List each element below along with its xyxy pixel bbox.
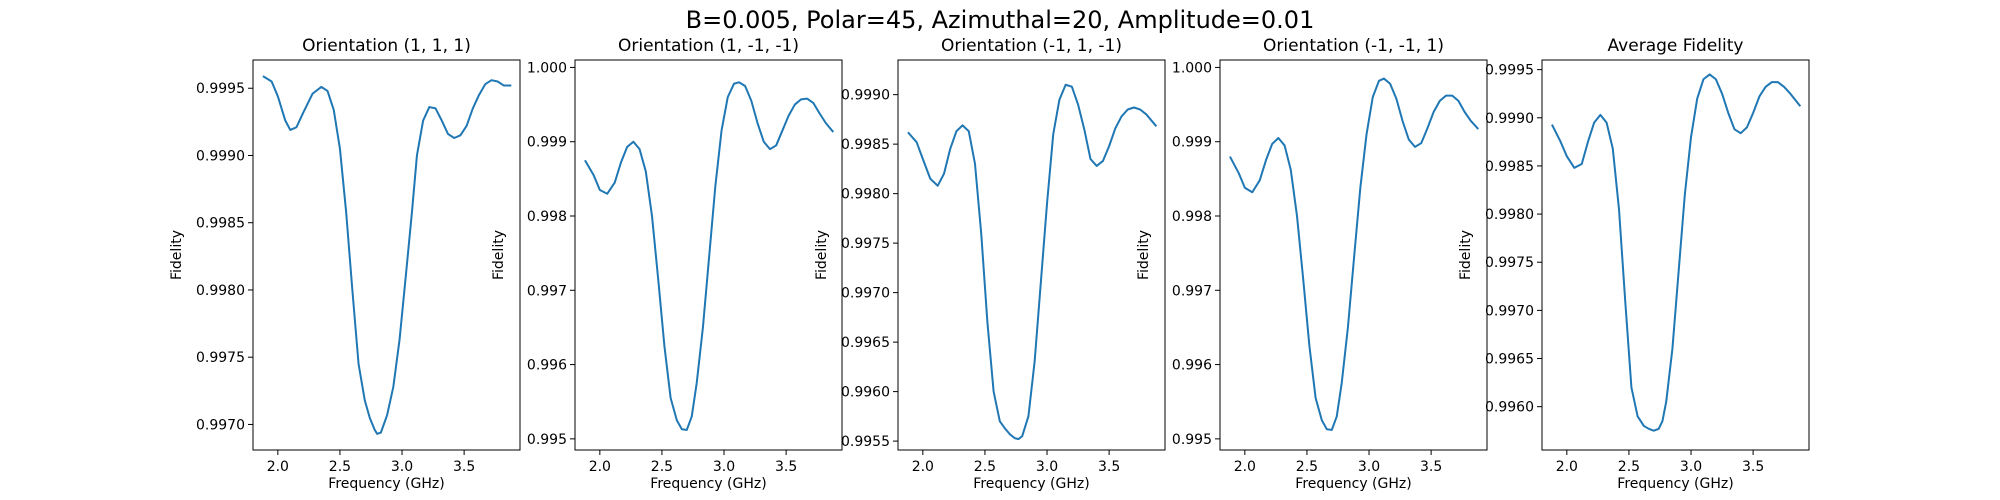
y-tick-label: 0.9985	[196, 216, 245, 232]
y-tick-label: 0.9985	[1485, 159, 1534, 175]
y-tick-label: 0.995	[527, 432, 567, 448]
subplot-5: Average Fidelity 2.0 2.5 3.0 3.5 0.9960 0.9965…	[1458, 36, 1810, 492]
x-tick-label: 3.5	[1420, 459, 1442, 475]
y-tick-label: 0.9990	[196, 148, 245, 164]
y-tick-label: 0.999	[1172, 135, 1212, 151]
x-tick-label: 2.0	[1556, 459, 1578, 475]
x-tick-label: 2.0	[267, 459, 289, 475]
figure-title: B=0.005, Polar=45, Azimuthal=20, Amplitu…	[686, 6, 1315, 34]
y-tick-label: 0.9970	[1485, 303, 1534, 319]
y-tick-label: 0.9955	[841, 434, 890, 450]
x-tick-label: 3.0	[1036, 459, 1058, 475]
axes-frame	[897, 59, 1166, 451]
x-axis-label: Frequency (GHz)	[650, 476, 766, 492]
x-axis-label: Frequency (GHz)	[973, 476, 1089, 492]
x-tick-label: 2.5	[329, 459, 351, 475]
axes-frame	[252, 59, 521, 451]
x-tick-label: 3.5	[1742, 459, 1764, 475]
x-tick-label: 2.0	[1234, 459, 1256, 475]
x-tick-label: 2.5	[651, 459, 673, 475]
fidelity-series-line	[907, 83, 1158, 441]
axes-frame	[1219, 59, 1488, 451]
y-tick-label: 0.9990	[841, 88, 890, 104]
subplot-3: Orientation (-1, 1, -1) 2.0 2.5 3.0 3.5 0.995…	[814, 36, 1166, 492]
y-tick-label: 0.9985	[841, 137, 890, 153]
subplot-title: Orientation (1, -1, -1)	[618, 36, 799, 56]
y-tick-label: 0.9960	[841, 385, 890, 401]
x-tick-label: 3.5	[453, 459, 475, 475]
y-tick-label: 0.9980	[1485, 207, 1534, 223]
subplot-title: Orientation (-1, -1, 1)	[1263, 36, 1444, 56]
y-tick-label: 0.9965	[841, 335, 890, 351]
x-axis-label: Frequency (GHz)	[328, 476, 444, 492]
y-tick-label: 0.996	[1172, 358, 1212, 374]
y-tick-label: 1.000	[527, 60, 567, 76]
fidelity-series-line	[262, 75, 512, 435]
subplot-title: Orientation (1, 1, 1)	[302, 36, 471, 56]
y-tick-label: 0.9970	[841, 286, 890, 302]
subplot-title: Orientation (-1, 1, -1)	[941, 36, 1122, 56]
x-tick-label: 3.0	[713, 459, 735, 475]
y-tick-label: 0.9990	[1485, 111, 1534, 127]
y-tick-label: 0.9975	[196, 350, 245, 366]
subplot-panels: Orientation (1, 1, 1) 2.0 2.5 3.0 3.5 0.9970 0…	[169, 36, 1810, 492]
y-tick-label: 0.9965	[1485, 352, 1534, 368]
x-tick-label: 2.5	[1296, 459, 1318, 475]
subplot-1: Orientation (1, 1, 1) 2.0 2.5 3.0 3.5 0.9970 0…	[169, 36, 521, 492]
x-tick-label: 3.5	[775, 459, 797, 475]
subplot-4: Orientation (-1, -1, 1) 2.0 2.5 3.0 3.5 0.995…	[1136, 36, 1488, 492]
y-tick-label: 0.997	[1172, 283, 1212, 299]
y-tick-label: 0.995	[1172, 432, 1212, 448]
x-tick-label: 3.0	[1358, 459, 1380, 475]
y-tick-label: 0.9980	[841, 187, 890, 203]
y-tick-label: 0.9975	[841, 236, 890, 252]
y-tick-label: 0.9980	[196, 283, 245, 299]
x-axis-label: Frequency (GHz)	[1617, 476, 1733, 492]
y-tick-label: 0.999	[527, 135, 567, 151]
subplot-2: Orientation (1, -1, -1) 2.0 2.5 3.0 3.5 0.995…	[491, 36, 843, 492]
fidelity-series-line	[1551, 73, 1802, 432]
y-tick-label: 0.9995	[1485, 63, 1534, 79]
y-tick-label: 0.998	[1172, 209, 1212, 225]
x-tick-label: 2.5	[1618, 459, 1640, 475]
y-tick-label: 0.996	[527, 358, 567, 374]
y-axis-label: Fidelity	[1136, 230, 1152, 280]
x-axis-label: Frequency (GHz)	[1295, 476, 1411, 492]
x-tick-label: 3.0	[391, 459, 413, 475]
x-tick-label: 3.0	[1680, 459, 1702, 475]
y-axis-label: Fidelity	[1458, 230, 1474, 280]
y-tick-label: 0.9975	[1485, 255, 1534, 271]
x-tick-label: 2.0	[589, 459, 611, 475]
fidelity-series-line	[584, 81, 835, 431]
axes-frame	[1541, 59, 1810, 451]
y-tick-label: 0.9995	[196, 81, 245, 97]
x-tick-label: 3.5	[1098, 459, 1120, 475]
y-axis-label: Fidelity	[814, 230, 830, 280]
y-axis-label: Fidelity	[491, 230, 507, 280]
y-tick-label: 0.9960	[1485, 400, 1534, 416]
x-tick-label: 2.5	[974, 459, 996, 475]
x-tick-label: 2.0	[912, 459, 934, 475]
y-tick-label: 0.997	[527, 283, 567, 299]
y-tick-label: 0.9970	[196, 417, 245, 433]
y-tick-label: 0.998	[527, 209, 567, 225]
fidelity-series-line	[1229, 77, 1480, 431]
axes-frame	[574, 59, 843, 451]
y-tick-label: 1.000	[1172, 60, 1212, 76]
y-axis-label: Fidelity	[169, 230, 185, 280]
subplot-title: Average Fidelity	[1608, 36, 1744, 56]
